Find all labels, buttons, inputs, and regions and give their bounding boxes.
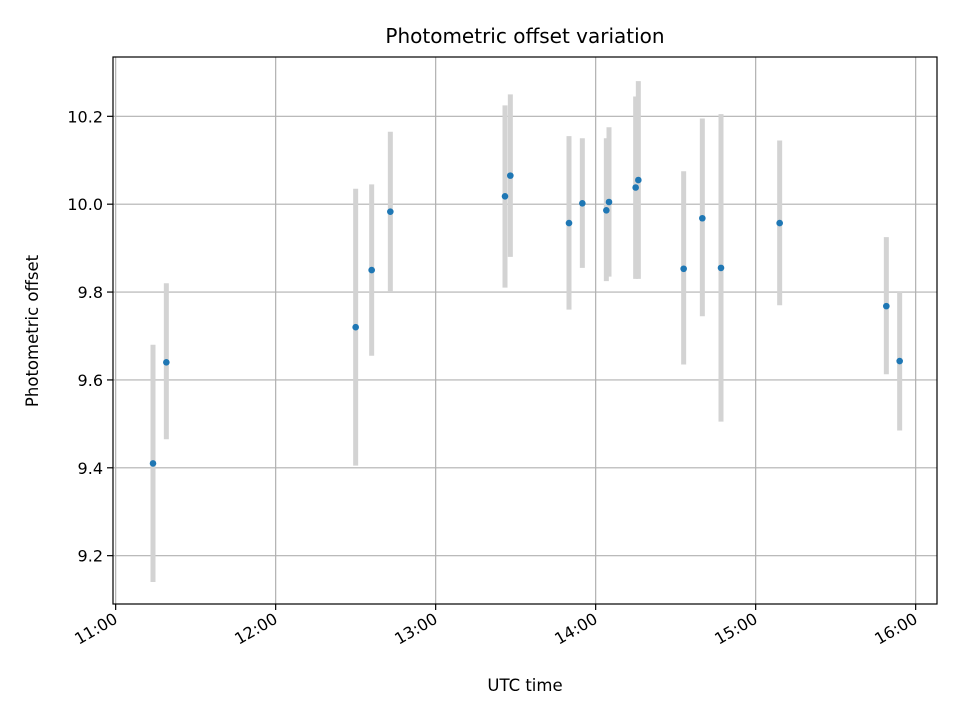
y-tick-label: 9.4 xyxy=(78,459,103,478)
y-tick-label: 10.0 xyxy=(67,195,103,214)
data-point xyxy=(149,460,157,467)
data-points xyxy=(149,172,903,467)
chart-title: Photometric offset variation xyxy=(385,24,664,48)
y-tick-label: 9.8 xyxy=(78,283,103,302)
data-point xyxy=(605,198,613,206)
y-tick-label: 10.2 xyxy=(67,107,103,126)
data-point xyxy=(368,266,375,274)
data-point xyxy=(565,219,573,227)
data-point xyxy=(352,323,359,331)
y-axis-title: Photometric offset xyxy=(23,254,42,407)
x-axis-title: UTC time xyxy=(487,676,562,695)
grid xyxy=(113,57,937,604)
data-point xyxy=(883,302,890,310)
data-point xyxy=(603,207,610,214)
data-point xyxy=(501,192,509,200)
data-point xyxy=(896,357,903,365)
data-point xyxy=(387,208,394,215)
plot-frame xyxy=(112,56,938,605)
data-point xyxy=(632,184,639,191)
data-point xyxy=(507,172,514,179)
data-point xyxy=(776,219,783,227)
data-point xyxy=(163,359,170,366)
data-point xyxy=(680,265,687,273)
y-tick-label: 9.6 xyxy=(78,371,103,390)
data-point xyxy=(579,200,586,207)
data-point xyxy=(635,176,642,184)
y-tick-label: 9.2 xyxy=(78,547,103,566)
data-point xyxy=(717,264,725,272)
data-point xyxy=(699,214,706,222)
